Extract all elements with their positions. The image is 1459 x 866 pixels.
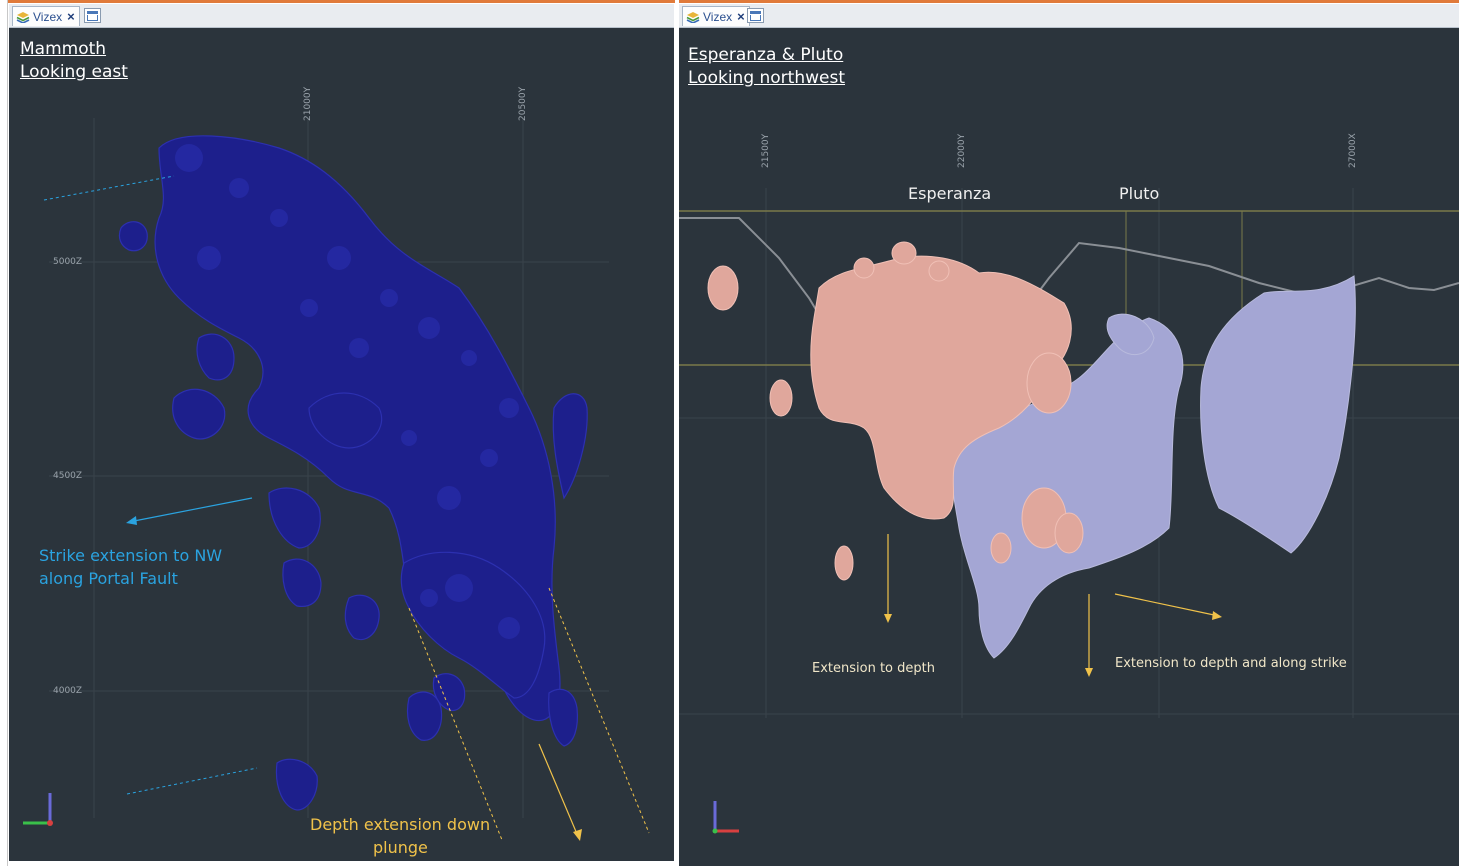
new-window-icon[interactable] <box>84 8 101 23</box>
layers-icon <box>686 11 700 23</box>
annotation-extension-depth: Extension to depth <box>812 661 935 676</box>
window-top-accent <box>0 0 1459 3</box>
depth-annotation-line1: Depth extension down <box>310 815 491 834</box>
view-subtitle-mammoth: Looking east <box>20 62 128 82</box>
axis-label-y1: 21500Y <box>761 133 771 168</box>
axis-label-x1: 27000X <box>1348 133 1358 168</box>
plunge-lines <box>408 587 650 841</box>
layers-icon <box>16 11 30 23</box>
axis-label-y2: 20500Y <box>518 86 528 121</box>
view-title-esperanza-pluto: Esperanza & Pluto <box>688 45 844 65</box>
view-subtitle-esperanza-pluto: Looking northwest <box>688 68 846 88</box>
axis-label-z3: 4000Z <box>53 686 83 696</box>
tab-vizex-right[interactable]: Vizex × <box>682 6 750 26</box>
viewport-esperanza-pluto[interactable]: Esperanza & Pluto Looking northwest 2150… <box>679 28 1459 866</box>
tab-label: Vizex <box>33 9 63 24</box>
label-pluto: Pluto <box>1119 184 1160 203</box>
strike-annotation-line2: along Portal Fault <box>39 569 178 588</box>
tab-bar-left: Vizex × <box>9 4 674 28</box>
arrow-heads <box>884 611 1222 677</box>
mammoth-ore-bodies <box>118 135 588 811</box>
close-icon[interactable]: × <box>737 9 745 24</box>
esperanza-pluto-scene <box>679 188 1459 834</box>
panel-divider <box>675 0 679 866</box>
axis-label-y1: 21000Y <box>303 86 313 121</box>
tab-vizex-left[interactable]: Vizex × <box>12 6 80 26</box>
esperanza-bodies <box>707 241 1084 581</box>
close-icon[interactable]: × <box>67 9 75 24</box>
plunge-arrow <box>538 743 582 841</box>
strike-annotation-line1: Strike extension to NW <box>39 546 223 565</box>
window-left-edge <box>0 0 8 866</box>
axis-triad-icon <box>712 801 739 834</box>
depth-annotation-line2: plunge <box>373 838 428 857</box>
tab-label: Vizex <box>703 9 733 24</box>
viewport-mammoth[interactable]: Mammoth Looking east 21000Y 20500Y 5000Z… <box>9 28 674 861</box>
axis-label-z1: 5000Z <box>53 257 83 267</box>
label-esperanza: Esperanza <box>908 184 992 203</box>
axis-label-y2: 22000Y <box>957 133 967 168</box>
strike-arrow <box>126 497 253 525</box>
axis-label-z2: 4500Z <box>53 471 83 481</box>
mammoth-scene <box>23 118 650 841</box>
mammoth-texture <box>175 144 520 639</box>
depth-arrows <box>887 534 1215 670</box>
view-title-mammoth: Mammoth <box>20 39 107 59</box>
strike-hint-lines <box>43 175 258 795</box>
new-window-icon[interactable] <box>747 8 764 23</box>
tab-bar-right: Vizex × <box>679 4 1459 28</box>
annotation-extension-depth-strike: Extension to depth and along strike <box>1115 656 1347 671</box>
pluto-bodies <box>950 275 1356 659</box>
axis-triad-icon <box>23 793 53 826</box>
